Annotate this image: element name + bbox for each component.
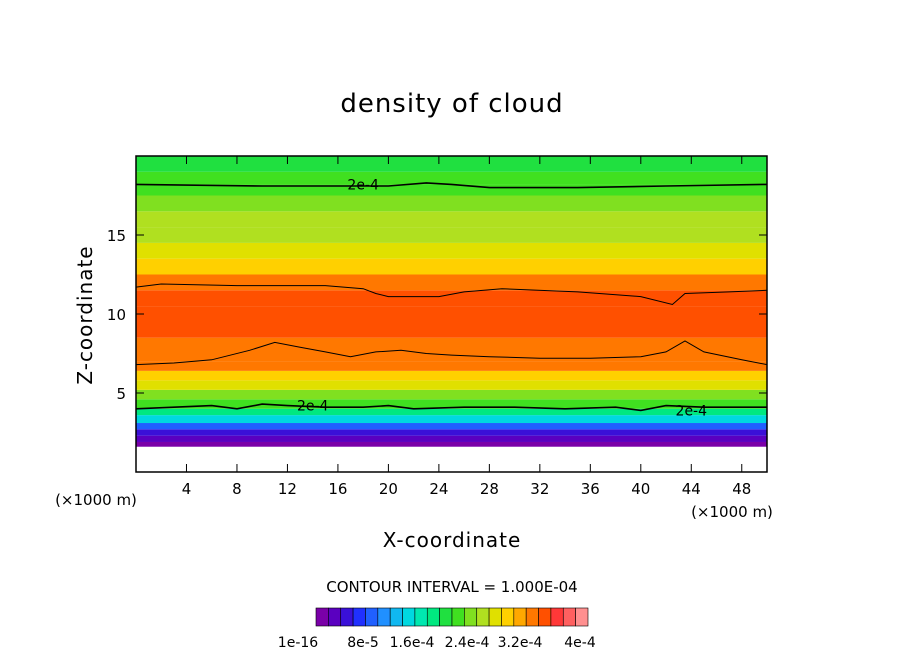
contour-label: 2e-4: [676, 403, 708, 419]
colorbar-label: 1.6e-4: [390, 635, 435, 651]
field-band: [136, 227, 767, 243]
colorbar-swatch: [488, 607, 502, 627]
x-tick-label: 32: [530, 480, 549, 498]
colorbar-swatch: [389, 607, 403, 627]
colorbar-swatch: [414, 607, 428, 627]
colorbar-swatch: [538, 607, 552, 627]
chart-title: density of cloud: [340, 89, 563, 119]
field-band: [136, 415, 767, 424]
colorbar-swatch: [550, 607, 564, 627]
contour-interval-text: CONTOUR INTERVAL = 1.000E-04: [326, 578, 577, 596]
colorbar-swatch: [525, 607, 539, 627]
field-band: [136, 171, 767, 185]
field-band: [136, 258, 767, 275]
y-tick-label: 10: [107, 306, 126, 324]
contour-line: [135, 283, 768, 306]
field-band: [136, 290, 767, 307]
x-tick-label: 44: [682, 480, 701, 498]
colorbar-label: 2.4e-4: [445, 635, 490, 651]
field-band: [136, 423, 767, 430]
colorbar-swatch: [426, 607, 440, 627]
colorbar-swatch: [501, 607, 515, 627]
x-tick-label: 20: [379, 480, 398, 498]
contour-label: 2e-4: [347, 177, 379, 193]
y-tick-label: 5: [116, 385, 126, 403]
x-tick-label: 48: [732, 480, 751, 498]
colorbar: 1e-16 8e-5 1.6e-4 2.4e-4 3.2e-4 4e-4: [278, 607, 596, 651]
colorbar-swatch: [402, 607, 416, 627]
y-axis-label: Z-coordinate: [73, 245, 97, 384]
field-band: [136, 429, 767, 436]
x-unit-left: (×1000 m): [55, 491, 137, 509]
field-band: [136, 380, 767, 390]
x-tick-label: 8: [232, 480, 242, 498]
field-band: [136, 435, 767, 442]
field-band: [136, 242, 767, 259]
y-tick-label: 15: [107, 227, 126, 245]
colorbar-swatch: [451, 607, 465, 627]
field-band: [136, 156, 767, 172]
field-band: [136, 370, 767, 381]
x-tick-label: 12: [278, 480, 297, 498]
contour-label: 2e-4: [297, 399, 329, 415]
field-band: [136, 337, 767, 362]
colorbar-swatch: [328, 607, 342, 627]
colorbar-label: 4e-4: [564, 635, 596, 651]
colorbar-label: 8e-5: [347, 635, 378, 651]
colorbar-swatch: [315, 607, 329, 627]
field-band: [136, 184, 767, 196]
colorbar-swatch: [352, 607, 366, 627]
x-unit-right: (×1000 m): [691, 503, 773, 521]
colorbar-swatch: [464, 607, 478, 627]
x-tick-label: 4: [182, 480, 192, 498]
field-band: [136, 446, 767, 460]
colorbar-label: 3.2e-4: [498, 635, 543, 651]
contour-line: [135, 182, 768, 189]
x-tick-label: 16: [328, 480, 347, 498]
colorbar-swatch: [439, 607, 453, 627]
field-band: [136, 389, 767, 400]
x-tick-label: 36: [581, 480, 600, 498]
colorbar-swatch: [476, 607, 490, 627]
field-band: [136, 195, 767, 212]
x-tick-label: 40: [631, 480, 650, 498]
field-band: [136, 399, 767, 409]
field-band: [136, 306, 767, 338]
colorbar-swatch: [340, 607, 354, 627]
field-band: [136, 211, 767, 228]
x-tick-label: 28: [480, 480, 499, 498]
colorbar-swatch: [377, 607, 391, 627]
field-band: [136, 274, 767, 291]
x-tick-label: 24: [429, 480, 448, 498]
field-band: [136, 441, 767, 447]
colorbar-swatch: [365, 607, 379, 627]
field-band: [136, 408, 767, 416]
contour-line: [135, 340, 768, 366]
colorbar-swatch: [513, 607, 527, 627]
x-axis-label: X-coordinate: [383, 528, 522, 552]
field-band: [136, 361, 767, 371]
colorbar-label: 1e-16: [278, 635, 318, 651]
contour-line: [135, 403, 767, 412]
colorbar-swatch: [575, 607, 589, 627]
colorbar-swatch: [562, 607, 576, 627]
